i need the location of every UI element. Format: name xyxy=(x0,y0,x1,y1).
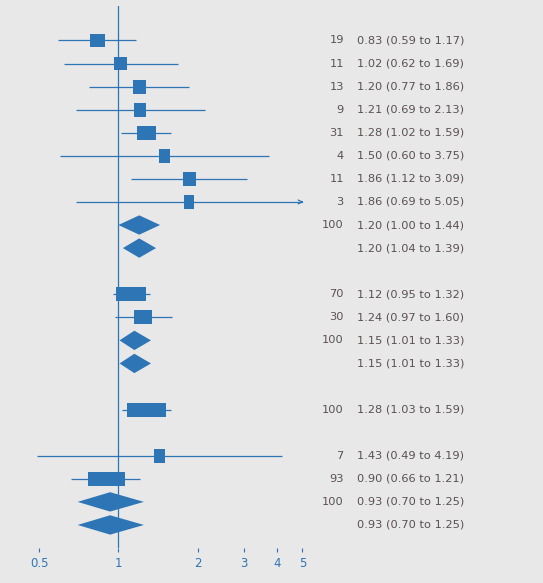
Text: 100: 100 xyxy=(322,220,344,230)
Polygon shape xyxy=(132,80,146,93)
Text: 1.15 (1.01 to 1.33): 1.15 (1.01 to 1.33) xyxy=(357,335,465,345)
Polygon shape xyxy=(115,57,127,71)
Text: 31: 31 xyxy=(329,128,344,138)
Text: 70: 70 xyxy=(329,289,344,299)
Text: 1.28 (1.03 to 1.59): 1.28 (1.03 to 1.59) xyxy=(357,405,465,415)
Text: 1.20 (1.00 to 1.44): 1.20 (1.00 to 1.44) xyxy=(357,220,464,230)
Polygon shape xyxy=(154,449,165,463)
Polygon shape xyxy=(119,331,151,350)
Text: 0.93 (0.70 to 1.25): 0.93 (0.70 to 1.25) xyxy=(357,520,465,530)
Text: 0.93 (0.70 to 1.25): 0.93 (0.70 to 1.25) xyxy=(357,497,465,507)
Text: 1.43 (0.49 to 4.19): 1.43 (0.49 to 4.19) xyxy=(357,451,464,461)
Polygon shape xyxy=(184,195,194,209)
Polygon shape xyxy=(78,515,144,535)
Polygon shape xyxy=(160,149,170,163)
Text: 7: 7 xyxy=(337,451,344,461)
Polygon shape xyxy=(88,472,124,486)
Text: 1.20 (0.77 to 1.86): 1.20 (0.77 to 1.86) xyxy=(357,82,464,92)
Text: 0.90 (0.66 to 1.21): 0.90 (0.66 to 1.21) xyxy=(357,474,464,484)
Text: 1.50 (0.60 to 3.75): 1.50 (0.60 to 3.75) xyxy=(357,151,465,161)
Polygon shape xyxy=(123,238,156,258)
Text: 1.20 (1.04 to 1.39): 1.20 (1.04 to 1.39) xyxy=(357,243,464,253)
Polygon shape xyxy=(134,310,152,324)
Text: 1.15 (1.01 to 1.33): 1.15 (1.01 to 1.33) xyxy=(357,359,465,368)
Text: 30: 30 xyxy=(329,312,344,322)
Polygon shape xyxy=(128,403,166,416)
Text: 4: 4 xyxy=(337,151,344,161)
Text: 1.28 (1.02 to 1.59): 1.28 (1.02 to 1.59) xyxy=(357,128,464,138)
Text: 9: 9 xyxy=(337,105,344,115)
Polygon shape xyxy=(78,492,144,511)
Text: 3: 3 xyxy=(337,197,344,207)
Text: 100: 100 xyxy=(322,405,344,415)
Text: 1.02 (0.62 to 1.69): 1.02 (0.62 to 1.69) xyxy=(357,58,464,69)
Text: 93: 93 xyxy=(329,474,344,484)
Text: 11: 11 xyxy=(329,58,344,69)
Text: 100: 100 xyxy=(322,497,344,507)
Text: 1.86 (1.12 to 3.09): 1.86 (1.12 to 3.09) xyxy=(357,174,464,184)
Text: 19: 19 xyxy=(329,36,344,45)
Text: 1.24 (0.97 to 1.60): 1.24 (0.97 to 1.60) xyxy=(357,312,464,322)
Text: 11: 11 xyxy=(329,174,344,184)
Polygon shape xyxy=(134,103,146,117)
Polygon shape xyxy=(118,215,160,235)
Text: 100: 100 xyxy=(322,335,344,345)
Text: 13: 13 xyxy=(329,82,344,92)
Text: 1.86 (0.69 to 5.05): 1.86 (0.69 to 5.05) xyxy=(357,197,464,207)
Polygon shape xyxy=(119,354,151,373)
Polygon shape xyxy=(183,172,195,186)
Polygon shape xyxy=(117,287,146,301)
Text: 0.83 (0.59 to 1.17): 0.83 (0.59 to 1.17) xyxy=(357,36,465,45)
Text: 1.12 (0.95 to 1.32): 1.12 (0.95 to 1.32) xyxy=(357,289,464,299)
Text: 1.21 (0.69 to 2.13): 1.21 (0.69 to 2.13) xyxy=(357,105,464,115)
Polygon shape xyxy=(137,126,156,140)
Polygon shape xyxy=(90,33,105,47)
